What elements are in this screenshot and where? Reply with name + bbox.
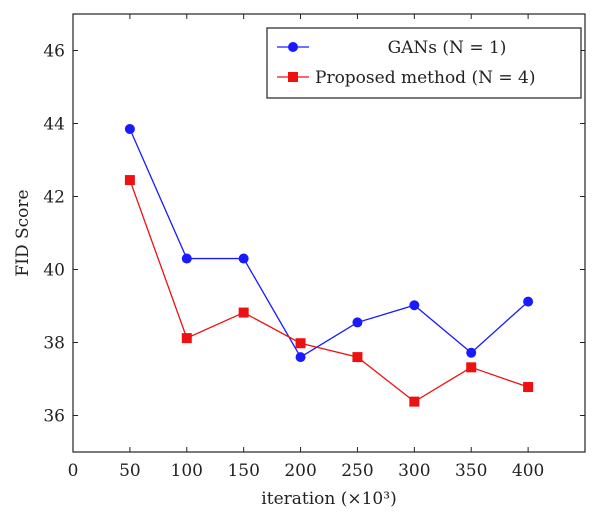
x-tick-label: 200 [284,461,316,481]
data-point [181,333,192,344]
series-line [129,128,529,359]
y-tick-label: 44 [43,115,65,135]
legend-swatch-marker [288,42,298,52]
data-point [409,396,420,407]
x-tick-label: 150 [227,461,259,481]
legend-label: Proposed method (N = 4) [315,68,535,88]
x-tick-label: 100 [171,461,203,481]
series-layer [124,123,534,407]
x-tick-label: 350 [455,461,487,481]
data-point [352,352,363,363]
y-axis-title: FID Score [13,189,33,276]
x-tick-label: 400 [512,461,544,481]
series-1 [124,175,534,407]
data-point [523,296,534,307]
data-point [238,253,249,264]
x-tick-label: 300 [398,461,430,481]
y-tick-label: 46 [43,42,65,62]
series-0 [124,123,534,363]
data-point [295,352,306,363]
y-tick-label: 42 [43,188,65,208]
legend-entry-0: GANs (N = 1) [277,38,506,58]
legend-entry-1: Proposed method (N = 4) [277,68,535,88]
legend-swatch-marker [288,72,298,82]
data-point [124,175,135,186]
y-tick-label: 36 [43,407,65,427]
legend-box [266,27,582,99]
legend-label: GANs (N = 1) [388,38,507,58]
x-tick-label: 50 [119,461,141,481]
data-point [295,338,306,349]
y-tick-label: 40 [43,261,65,281]
axes: 0 50 100 150 200 250 300 350 400 36 38 40 42 44 46 [43,13,586,481]
data-point [466,362,477,373]
data-point [181,253,192,264]
data-point [523,382,534,393]
data-point [466,347,477,358]
plot-frame [72,13,586,453]
data-point [352,317,363,328]
x-tick-label: 0 [68,461,79,481]
data-point [238,307,249,318]
series-line [129,179,529,403]
x-tick-label: 250 [341,461,373,481]
legend: GANs (N = 1) Proposed method (N = 4) [266,27,582,99]
x-axis-title: iteration (×10³) [261,489,396,509]
data-point [124,123,135,134]
data-point [409,300,420,311]
y-tick-label: 38 [43,334,65,354]
